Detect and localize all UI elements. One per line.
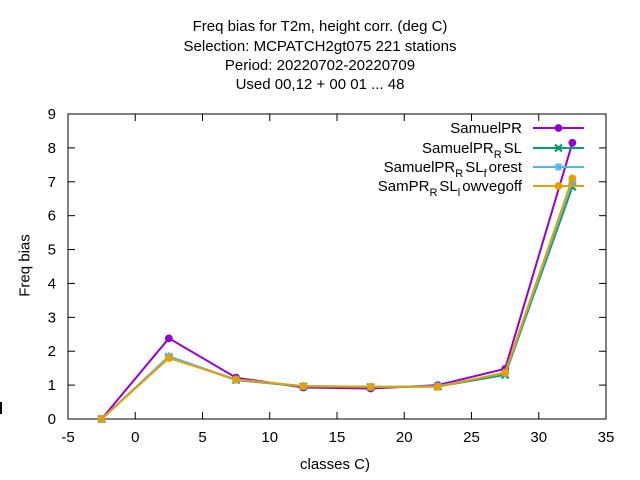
plot-frame [67, 113, 607, 420]
legend-label-4: SamPRR SLl owvegoff [378, 178, 523, 199]
series-line-1 [100, 142, 574, 420]
series-4-point [97, 415, 106, 423]
y-tick-label: 8 [48, 140, 56, 157]
y-tick-label: 0 [48, 411, 56, 428]
legend-label-1: SamuelPR [450, 120, 522, 137]
series-4-point [433, 382, 442, 391]
series-1-point [568, 138, 577, 147]
series-4-point [299, 382, 308, 391]
x-tick-label: 30 [530, 429, 547, 446]
y-tick-label: 6 [48, 208, 56, 225]
series-1-point [164, 334, 173, 343]
series-4-point [366, 382, 375, 391]
x-tick-label: -5 [61, 429, 74, 446]
series-4-point [501, 368, 510, 377]
series-line-4 [100, 178, 574, 420]
x-axis-label: classes C) [299, 456, 370, 473]
y-tick-label: 4 [48, 275, 56, 292]
x-tick-label: 25 [463, 429, 480, 446]
x-tick-label: 20 [396, 429, 413, 446]
legend-label-3: SamuelPRR SLf orest [384, 159, 523, 180]
x-tick-label: 35 [598, 429, 615, 446]
y-tick-label: 3 [48, 309, 56, 326]
x-tick-label: 10 [261, 429, 278, 446]
series-line-2 [100, 186, 574, 420]
y-tick-label: 2 [48, 343, 56, 360]
chart-title-line-3: Period: 20220702-20220709 [224, 57, 416, 74]
y-axis-label: Freq bias [16, 234, 34, 297]
series-line-3 [100, 181, 574, 420]
y-tick-label: 1 [48, 377, 56, 394]
y-tick-label: 7 [48, 174, 56, 191]
legend-marker-4 [554, 182, 563, 190]
legend-label-2: SamuelPRR SL [422, 140, 522, 161]
y-tick-label: 9 [48, 106, 56, 123]
chart-title-line-1: Freq bias for T2m, height corr. (deg C) [192, 18, 448, 35]
series-4-point [232, 375, 241, 384]
x-tick-label: 15 [329, 429, 346, 446]
legend-marker-3 [554, 163, 563, 171]
x-tick-label: 0 [131, 429, 139, 446]
chart-title-line-2: Selection: MCPATCH2gt075 221 stations [183, 38, 457, 55]
series-4-point [568, 174, 577, 183]
chart-title-line-4: Used 00,12 + 00 01 ... 48 [235, 76, 405, 93]
left-edge-mark [0, 402, 2, 414]
legend-marker-1 [554, 124, 563, 132]
legend-marker-2-core [556, 145, 561, 151]
series-4-point [164, 354, 173, 362]
y-tick-label: 5 [48, 242, 56, 259]
x-tick-label: 5 [198, 429, 206, 446]
